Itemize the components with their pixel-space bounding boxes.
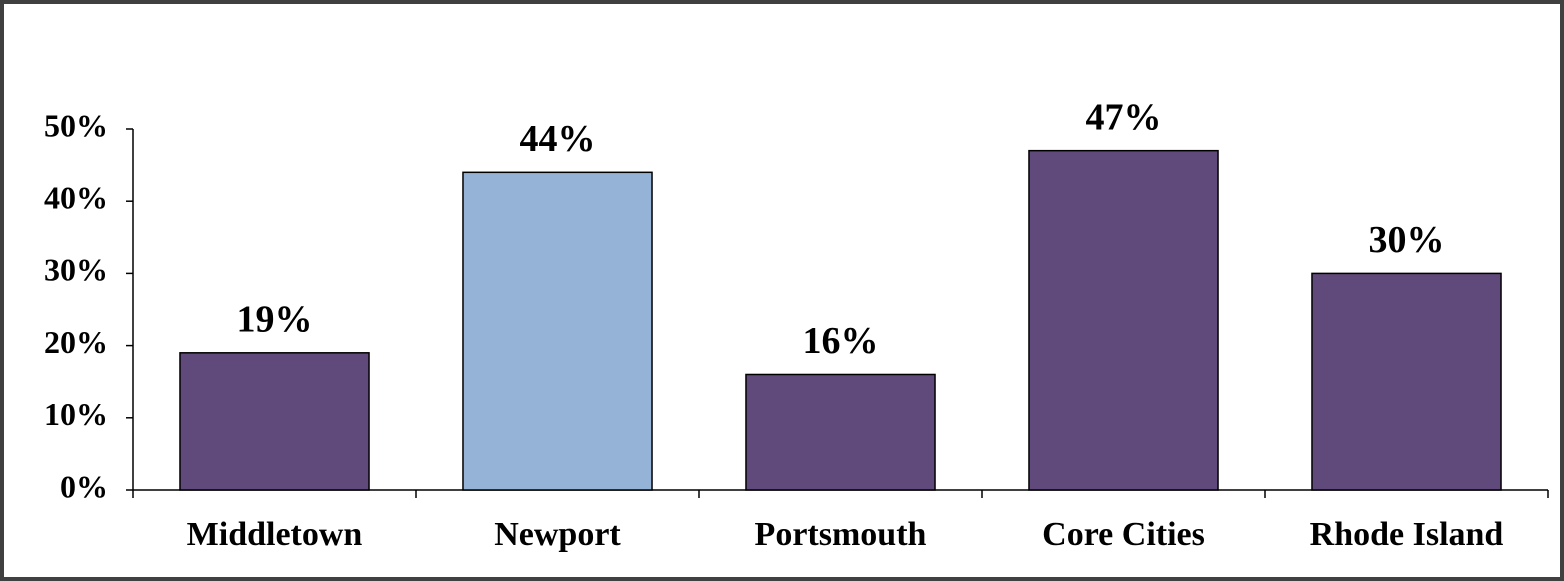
- value-label: 16%: [803, 320, 879, 362]
- bar: [462, 171, 653, 491]
- x-tick-label: Middletown: [187, 516, 363, 553]
- bar: [179, 352, 370, 491]
- y-tick-label: 10%: [44, 396, 108, 432]
- bar: [745, 373, 936, 491]
- y-tick-label: 0%: [60, 468, 108, 504]
- value-label: 47%: [1086, 96, 1162, 138]
- value-label: 30%: [1369, 219, 1445, 261]
- y-tick-label: 20%: [44, 324, 108, 360]
- y-tick-label: 30%: [44, 252, 108, 288]
- x-tick-label: Core Cities: [1042, 516, 1205, 553]
- x-tick-label: Rhode Island: [1310, 516, 1504, 553]
- bar: [1028, 149, 1219, 491]
- bar: [1311, 272, 1502, 491]
- x-tick-label: Portsmouth: [755, 516, 927, 553]
- x-tick-label: Newport: [494, 516, 621, 553]
- value-label: 19%: [237, 299, 313, 341]
- y-tick-label: 50%: [44, 107, 108, 143]
- y-tick-label: 40%: [44, 180, 108, 216]
- value-label: 44%: [520, 118, 596, 160]
